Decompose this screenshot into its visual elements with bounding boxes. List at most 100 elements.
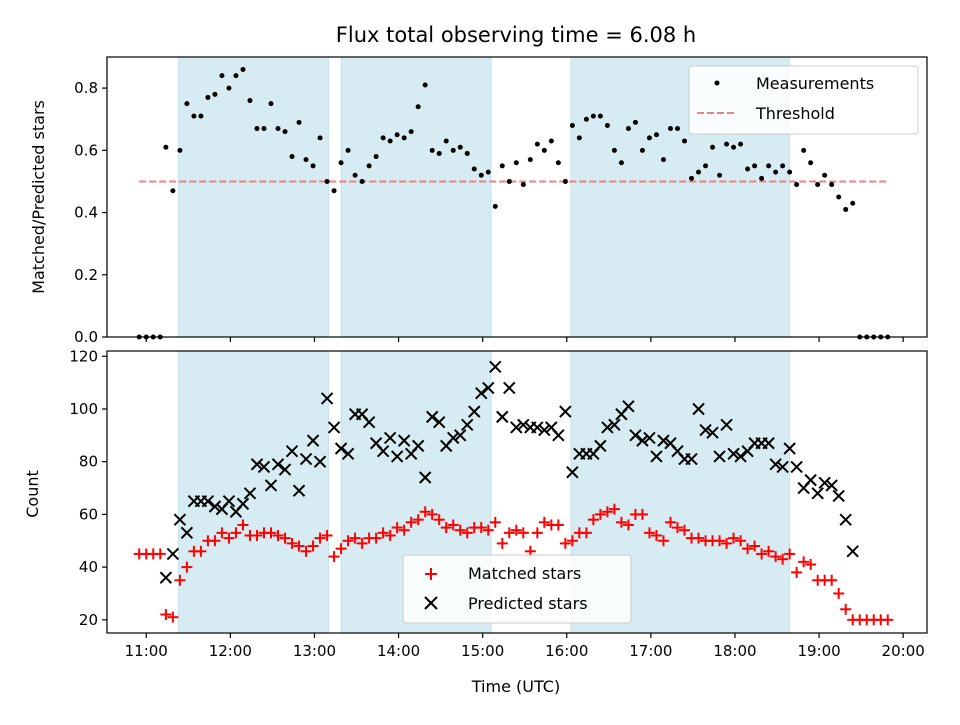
measurement-point xyxy=(184,101,190,107)
measurement-point xyxy=(822,172,828,178)
matched-star-point xyxy=(742,543,754,555)
measurement-point xyxy=(689,175,695,181)
measurement-point xyxy=(352,172,358,178)
y-tick-label: 0.0 xyxy=(74,328,98,346)
matched-star-point xyxy=(679,524,691,536)
y-tick-label: 0.2 xyxy=(74,266,98,284)
measurement-point xyxy=(212,91,218,97)
x-tick-label: 20:00 xyxy=(882,642,925,660)
measurement-point xyxy=(289,154,295,160)
predicted-star-stroke xyxy=(397,434,411,447)
matched-star-point xyxy=(461,527,473,539)
predicted-star-stroke xyxy=(355,408,369,421)
predicted-star-stroke xyxy=(306,434,320,447)
matched-star-point xyxy=(594,508,606,520)
measurement-point xyxy=(618,160,624,166)
measurement-point xyxy=(576,135,582,141)
predicted-star-point xyxy=(243,487,257,500)
predicted-star-point xyxy=(447,431,460,445)
measurement-point xyxy=(773,169,779,175)
measurement-point xyxy=(177,147,183,153)
measurement-point xyxy=(485,169,491,175)
predicted-star-stroke xyxy=(622,400,635,413)
predicted-star-stroke xyxy=(566,466,579,479)
predicted-star-stroke xyxy=(629,429,642,442)
measurement-point xyxy=(317,135,323,141)
predicted-star-stroke xyxy=(327,421,341,434)
predicted-star-point xyxy=(846,545,859,558)
matched-star-point xyxy=(398,524,410,536)
top-observing-windows xyxy=(177,56,791,338)
predicted-star-stroke xyxy=(608,418,621,432)
predicted-star-point xyxy=(299,452,313,466)
predicted-star-stroke xyxy=(271,458,285,471)
predicted-star-stroke xyxy=(552,429,565,442)
predicted-star-point xyxy=(608,418,621,432)
predicted-star-stroke xyxy=(783,442,796,455)
predicted-star-point xyxy=(376,444,390,458)
matched-star-point xyxy=(391,522,403,534)
measurement-point xyxy=(450,147,456,153)
matched-star-point xyxy=(426,508,438,520)
predicted-star-stroke xyxy=(418,471,432,484)
predicted-star-point xyxy=(306,434,320,447)
predicted-star-stroke xyxy=(776,460,789,474)
measurement-point xyxy=(366,163,372,169)
matched-star-point xyxy=(552,519,564,531)
predicted-star-point xyxy=(425,410,439,424)
predicted-star-point xyxy=(629,429,642,442)
measurement-point xyxy=(394,132,400,138)
measurement-point xyxy=(787,169,793,175)
measurement-point xyxy=(717,172,723,178)
predicted-star-point xyxy=(839,513,852,526)
matched-star-point xyxy=(749,540,761,552)
predicted-star-stroke xyxy=(278,463,292,476)
matched-star-point xyxy=(419,506,431,518)
matched-star-point xyxy=(791,566,803,578)
predicted-star-stroke xyxy=(159,571,173,584)
measurement-point xyxy=(401,135,407,141)
matched-star-point xyxy=(265,527,277,539)
bottom-legend-box xyxy=(402,554,632,624)
predicted-star-stroke xyxy=(496,410,509,424)
predicted-star-stroke xyxy=(341,447,355,460)
predicted-star-stroke xyxy=(699,423,712,437)
matched-star-point xyxy=(272,529,284,541)
x-tick-label: 11:00 xyxy=(125,642,168,660)
predicted-star-stroke xyxy=(692,402,705,416)
matched-star-point xyxy=(307,540,319,552)
matched-star-point xyxy=(377,527,389,539)
observing-window xyxy=(177,350,329,634)
measurement-point xyxy=(296,119,302,125)
predicted-star-stroke xyxy=(517,418,530,432)
predicted-star-point xyxy=(334,442,348,455)
predicted-star-point xyxy=(531,421,544,434)
top-y-axis-label: Matched/Predicted stars xyxy=(29,100,48,294)
predicted-star-stroke xyxy=(811,487,824,500)
predicted-star-stroke xyxy=(250,458,264,471)
matched-star-point xyxy=(384,529,396,541)
measurement-point xyxy=(170,188,176,194)
axes-frame xyxy=(106,350,928,634)
matched-star-point xyxy=(174,574,186,586)
x-axis-label: Time (UTC) xyxy=(471,677,560,696)
predicted-star-stroke xyxy=(559,405,572,418)
predicted-star-stroke xyxy=(264,479,278,492)
matched-star-point xyxy=(517,527,529,539)
predicted-star-stroke xyxy=(489,360,502,374)
predicted-star-stroke xyxy=(173,513,187,526)
measurement-point xyxy=(611,147,617,153)
bottom-legend: Matched stars Predicted stars xyxy=(402,554,632,624)
predicted-star-point xyxy=(468,405,481,418)
matched-star-point xyxy=(503,527,515,539)
predicted-star-stroke xyxy=(657,434,670,447)
predicted-star-point xyxy=(418,471,432,484)
matched-star-point xyxy=(454,524,466,536)
x-tick-label: 16:00 xyxy=(545,642,588,660)
predicted-star-point xyxy=(489,360,502,374)
top-legend-box xyxy=(688,65,919,135)
measurement-point xyxy=(555,160,561,166)
legend-matched-label: Matched stars xyxy=(468,564,581,583)
measurement-point xyxy=(759,175,765,181)
legend-predicted-label: Predicted stars xyxy=(468,594,588,613)
